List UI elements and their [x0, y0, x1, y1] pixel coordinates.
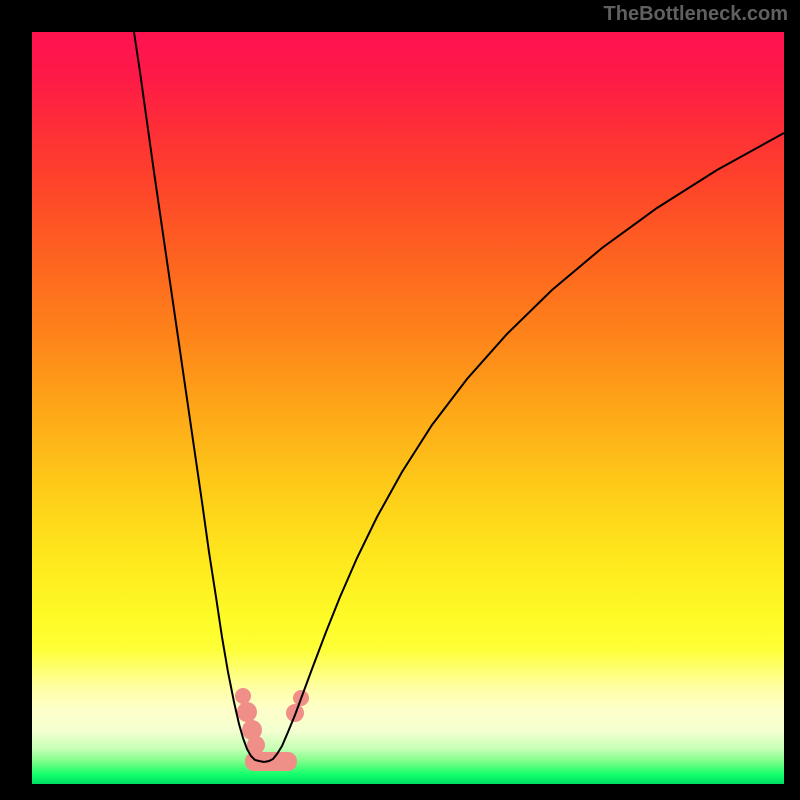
plot-area: [32, 32, 784, 784]
marker-blob: [247, 736, 265, 754]
gradient-background: [32, 32, 784, 784]
watermark-text: TheBottleneck.com: [604, 3, 788, 26]
plot-svg: [32, 32, 784, 784]
marker-blob: [235, 688, 251, 704]
marker-blob: [237, 702, 257, 722]
chart-container: TheBottleneck.com: [0, 0, 800, 800]
marker-bottom-band: [245, 752, 297, 771]
